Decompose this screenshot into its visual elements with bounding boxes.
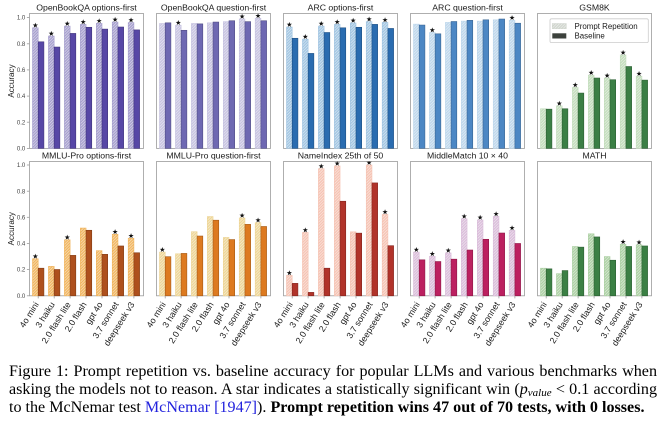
svg-text:0.4: 0.4 <box>17 241 26 248</box>
svg-text:0.8: 0.8 <box>17 41 26 48</box>
svg-text:OpenBookQA options-first: OpenBookQA options-first <box>36 3 137 13</box>
svg-text:Prompt Repetition: Prompt Repetition <box>575 22 638 31</box>
svg-text:NameIndex 25th of 50: NameIndex 25th of 50 <box>298 151 384 161</box>
svg-text:MATH: MATH <box>583 151 607 161</box>
svg-text:0.0: 0.0 <box>17 293 26 300</box>
svg-text:0.4: 0.4 <box>17 93 26 100</box>
svg-text:MMLU-Pro options-first: MMLU-Pro options-first <box>42 151 132 161</box>
svg-text:GSM8K: GSM8K <box>579 3 610 13</box>
svg-text:0.2: 0.2 <box>17 267 26 274</box>
svg-text:0.6: 0.6 <box>17 67 26 74</box>
svg-text:MMLU-Pro question-first: MMLU-Pro question-first <box>166 151 261 161</box>
svg-text:1.0: 1.0 <box>17 162 26 169</box>
svg-text:0.2: 0.2 <box>17 119 26 126</box>
svg-text:0.8: 0.8 <box>17 188 26 195</box>
svg-text:Accuracy: Accuracy <box>7 63 16 97</box>
svg-text:Baseline: Baseline <box>575 32 606 41</box>
svg-text:ARC question-first: ARC question-first <box>432 3 503 13</box>
svg-text:0.0: 0.0 <box>17 146 26 153</box>
svg-text:0.6: 0.6 <box>17 214 26 221</box>
svg-text:MiddleMatch 10 × 40: MiddleMatch 10 × 40 <box>427 151 508 161</box>
svg-text:ARC options-first: ARC options-first <box>308 3 374 13</box>
svg-text:1.0: 1.0 <box>17 15 26 22</box>
svg-text:OpenBookQA question-first: OpenBookQA question-first <box>161 3 267 13</box>
svg-text:Accuracy: Accuracy <box>7 211 16 245</box>
